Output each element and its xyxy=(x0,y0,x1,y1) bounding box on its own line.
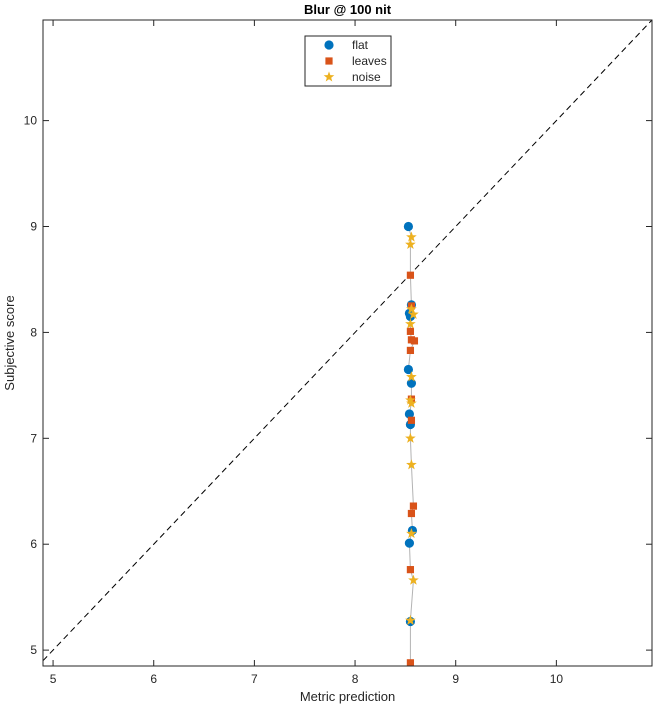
noise-point xyxy=(405,394,416,405)
noise-point xyxy=(408,308,419,319)
x-tick-label: 5 xyxy=(50,672,57,686)
noise-point xyxy=(406,528,417,539)
x-tick-label: 9 xyxy=(452,672,459,686)
noise-point xyxy=(406,397,417,408)
flat-point xyxy=(404,409,415,419)
y-tick-label: 10 xyxy=(24,114,38,128)
noise-point xyxy=(405,432,416,443)
noise-point xyxy=(406,459,417,470)
noise-point xyxy=(405,614,416,625)
y-tick-label: 7 xyxy=(30,431,37,445)
flat-point xyxy=(406,378,417,388)
leaves-point xyxy=(406,566,415,574)
legend-marker-flat xyxy=(324,40,334,50)
leaves-point xyxy=(406,327,415,335)
x-tick-label: 8 xyxy=(352,672,359,686)
leaves-point xyxy=(406,659,415,667)
legend-marker-noise xyxy=(323,71,335,82)
legend-label-noise: noise xyxy=(352,70,381,84)
chart-title: Blur @ 100 nit xyxy=(304,2,392,17)
noise-point xyxy=(405,238,416,250)
y-tick-label: 5 xyxy=(30,643,37,657)
legend: flat leaves noise xyxy=(304,35,392,87)
noise-point xyxy=(408,574,419,585)
leaves-point xyxy=(407,509,416,518)
legend-box xyxy=(304,35,392,87)
plot-frame xyxy=(42,19,653,667)
y-tick-label: 9 xyxy=(30,220,37,234)
identity-line-layer xyxy=(43,20,652,662)
flat-point xyxy=(404,538,415,548)
y-axis-label: Subjective score xyxy=(2,295,17,390)
x-tick-label: 10 xyxy=(550,672,564,686)
noise-point xyxy=(406,371,417,382)
flat-point xyxy=(403,221,413,232)
noise-point xyxy=(406,231,417,242)
noise-point xyxy=(406,303,417,314)
legend-marker-leaves xyxy=(325,57,333,65)
series-noise xyxy=(405,231,419,625)
y-tick-label: 6 xyxy=(30,537,37,551)
identity-line xyxy=(43,20,652,662)
leaves-point xyxy=(410,337,419,345)
leaves-point xyxy=(407,416,416,424)
flat-point xyxy=(403,364,413,375)
x-axis-label: Metric prediction xyxy=(300,689,395,704)
tick-layer: 5 6 7 8 9 10 5 6 7 8 9 10 xyxy=(24,20,652,686)
leaves-point xyxy=(409,502,418,510)
legend-label-flat: flat xyxy=(352,38,369,52)
x-tick-label: 7 xyxy=(251,672,258,686)
leaves-point xyxy=(406,346,415,355)
legend-label-leaves: leaves xyxy=(352,54,387,68)
marker-layer xyxy=(403,221,419,667)
noise-point xyxy=(405,318,416,329)
leaves-point xyxy=(406,271,415,279)
x-tick-label: 6 xyxy=(150,672,157,686)
y-tick-label: 8 xyxy=(30,325,37,339)
plot-area xyxy=(43,20,652,666)
